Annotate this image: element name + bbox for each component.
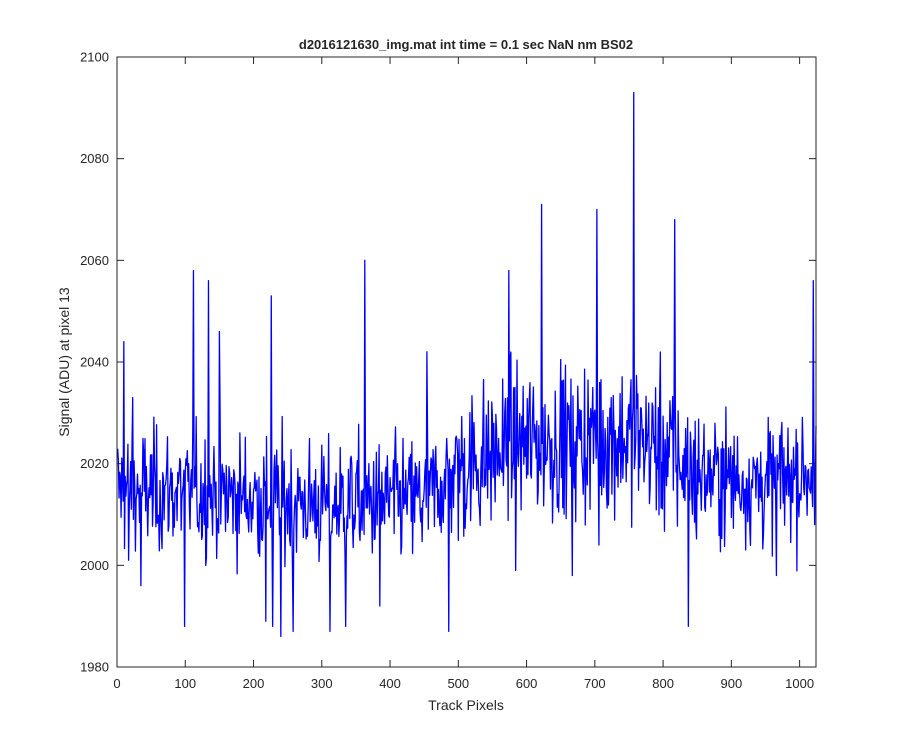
x-tick-label: 200 [243, 676, 265, 691]
x-tick-label: 800 [652, 676, 674, 691]
y-axis-label: Signal (ADU) at pixel 13 [56, 287, 72, 437]
y-tick-label: 2080 [80, 151, 109, 166]
y-tick-label: 2060 [80, 253, 109, 268]
y-tick-label: 2040 [80, 355, 109, 370]
x-tick-label: 700 [584, 676, 606, 691]
x-tick-label: 900 [721, 676, 743, 691]
x-tick-label: 1000 [785, 676, 814, 691]
x-tick-label: 300 [311, 676, 333, 691]
x-tick-label: 500 [447, 676, 469, 691]
x-axis-label: Track Pixels [428, 697, 504, 713]
y-tick-label: 2100 [80, 50, 109, 65]
x-tick-label: 0 [113, 676, 120, 691]
y-tick-label: 2020 [80, 456, 109, 471]
x-tick-label: 400 [379, 676, 401, 691]
y-tick-label: 2000 [80, 558, 109, 573]
x-axis-ticks: 0 100 200 300 400 500 600 700 800 900 1000 [113, 57, 814, 691]
x-tick-label: 600 [516, 676, 538, 691]
series-line [117, 91, 817, 638]
axes-box [116, 56, 817, 668]
chart-title: d2016121630_img.mat int time = 0.1 sec N… [299, 37, 633, 52]
x-tick-label: 100 [174, 676, 196, 691]
y-axis-ticks: 1980 2000 2020 2040 2060 2080 2100 [80, 50, 816, 675]
plot-area [117, 57, 816, 667]
y-tick-label: 1980 [80, 660, 109, 675]
